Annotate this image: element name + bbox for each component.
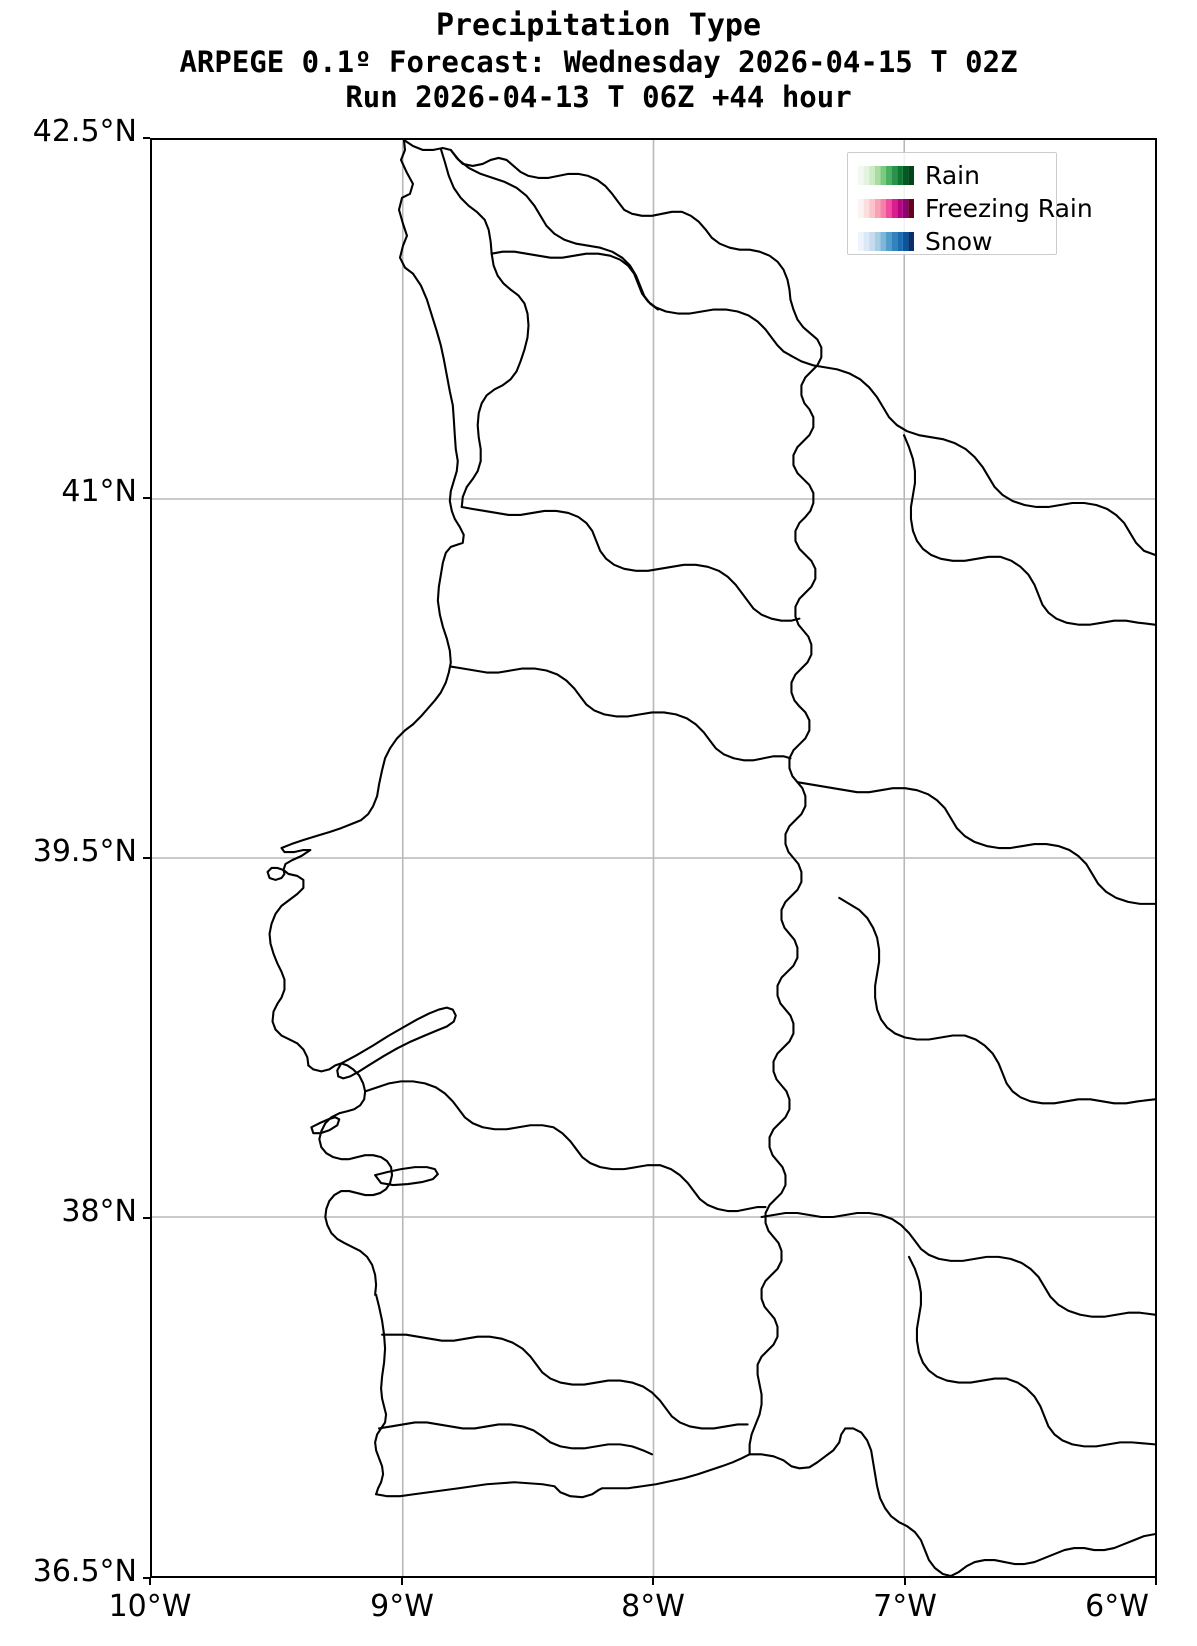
xtick-label-7w: 7°W (873, 1589, 937, 1624)
chart-subtitle-forecast: ARPEGE 0.1º Forecast: Wednesday 2026-04-… (179, 44, 1018, 79)
xtick-label-8w: 8°W (621, 1589, 685, 1624)
title-block: Precipitation Type ARPEGE 0.1º Forecast:… (0, 8, 1197, 115)
legend-item-freezing-rain[interactable]: Freezing Rain (848, 192, 1093, 225)
ytick-mark-41 (143, 497, 150, 499)
rain-gradient-swatch (858, 166, 914, 185)
legend-label-snow: Snow (925, 227, 993, 256)
gridlines (152, 140, 1155, 1576)
freezing-rain-gradient-swatch (858, 199, 914, 218)
ytick-label-39-5: 39.5°N (32, 834, 137, 869)
ytick-mark-36-5 (143, 1577, 150, 1579)
xtick-mark-10w (149, 1578, 151, 1585)
map-legend[interactable]: Rain Freezing Rain (847, 152, 1093, 258)
legend-label-rain: Rain (925, 161, 980, 190)
chart-title: Precipitation Type (435, 8, 762, 43)
map-plot-area[interactable] (150, 138, 1157, 1578)
xtick-label-10w: 10°W (108, 1589, 192, 1624)
ytick-mark-38 (143, 1217, 150, 1219)
snow-gradient-swatch (858, 232, 914, 251)
legend-item-snow[interactable]: Snow (848, 225, 1056, 258)
xtick-mark-6w (1155, 1578, 1157, 1585)
ytick-label-42-5: 42.5°N (32, 114, 137, 149)
xtick-label-9w: 9°W (370, 1589, 434, 1624)
ytick-mark-42-5 (143, 137, 150, 139)
xtick-mark-9w (401, 1578, 403, 1585)
chart-subtitle-run: Run 2026-04-13 T 06Z +44 hour (345, 79, 852, 114)
map-geometry (266, 140, 1155, 1576)
ytick-mark-39-5 (143, 857, 150, 859)
legend-label-freezing-rain: Freezing Rain (925, 194, 1093, 223)
xtick-mark-7w (904, 1578, 906, 1585)
ytick-label-36-5: 36.5°N (32, 1554, 137, 1589)
ytick-label-41: 41°N (61, 474, 137, 509)
map-svg (152, 140, 1155, 1576)
xtick-label-6w: 6°W (1085, 1589, 1149, 1624)
legend-item-rain[interactable]: Rain (848, 159, 1056, 192)
xtick-mark-8w (652, 1578, 654, 1585)
ytick-label-38: 38°N (61, 1194, 137, 1229)
